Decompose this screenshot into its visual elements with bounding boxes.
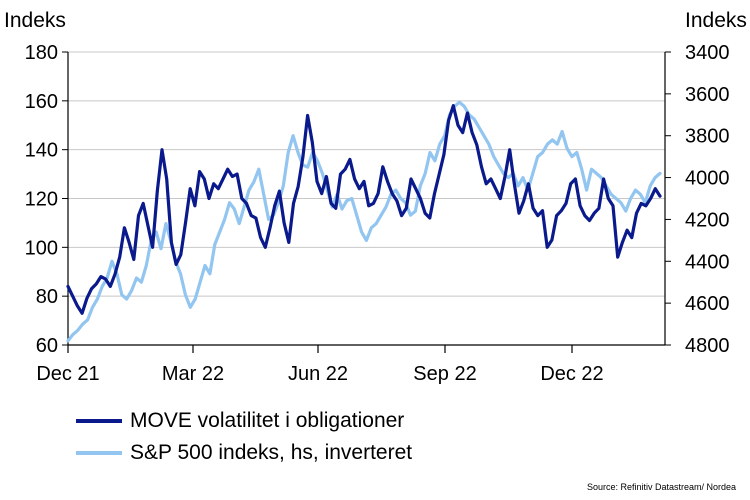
x-axis: Dec 21 Mar 22 Jun 22 Sep 22 Dec 22	[36, 345, 604, 385]
series-line-sp500	[66, 100, 662, 343]
y-axis-left: 180 160 140 120 100 80 60	[25, 42, 68, 357]
x-tick-label: Dec 22	[540, 363, 603, 385]
y-right-tick-label: 4200	[685, 209, 730, 231]
y-right-tick-label: 3800	[685, 126, 730, 148]
y-left-tick-label: 100	[25, 237, 58, 259]
series-line-move	[66, 104, 662, 315]
legend: MOVE volatilitet i obligationer S&P 500 …	[76, 405, 412, 469]
x-tick-label: Sep 22	[413, 363, 476, 385]
y-right-tick-label: 4000	[685, 168, 730, 190]
y-left-tick-label: 80	[36, 286, 58, 308]
legend-label-move: MOVE volatilitet i obligationer	[130, 409, 405, 432]
y-axis-right: 3400 3600 3800 4000 4200 4400 4600 4800	[665, 42, 730, 357]
y-right-tick-label: 4400	[685, 251, 730, 273]
legend-item-move: MOVE volatilitet i obligationer	[76, 405, 412, 437]
y-left-tick-label: 160	[25, 91, 58, 113]
y-right-tick-label: 3600	[685, 84, 730, 106]
legend-swatch-move	[76, 419, 122, 423]
series-lines	[66, 100, 662, 343]
legend-label-sp500: S&P 500 indeks, hs, inverteret	[130, 441, 413, 464]
legend-item-sp500: S&P 500 indeks, hs, inverteret	[76, 437, 412, 469]
y-right-tick-label: 4600	[685, 293, 730, 315]
y-left-tick-label: 60	[36, 335, 58, 357]
y-right-tick-label: 4800	[685, 335, 730, 357]
y-left-tick-label: 120	[25, 189, 58, 211]
y-right-tick-label: 3400	[685, 42, 730, 64]
y-axis-title-left: Indeks	[4, 9, 66, 32]
x-tick-label: Jun 22	[288, 363, 348, 385]
legend-swatch-sp500	[76, 451, 122, 455]
y-axis-title-right: Indeks	[685, 9, 747, 32]
y-left-tick-label: 180	[25, 42, 58, 64]
x-tick-label: Dec 21	[36, 363, 99, 385]
source-note: Source: Refinitiv Datastream/ Nordea	[586, 482, 736, 492]
x-tick-label: Mar 22	[162, 363, 224, 385]
y-left-tick-label: 140	[25, 140, 58, 162]
